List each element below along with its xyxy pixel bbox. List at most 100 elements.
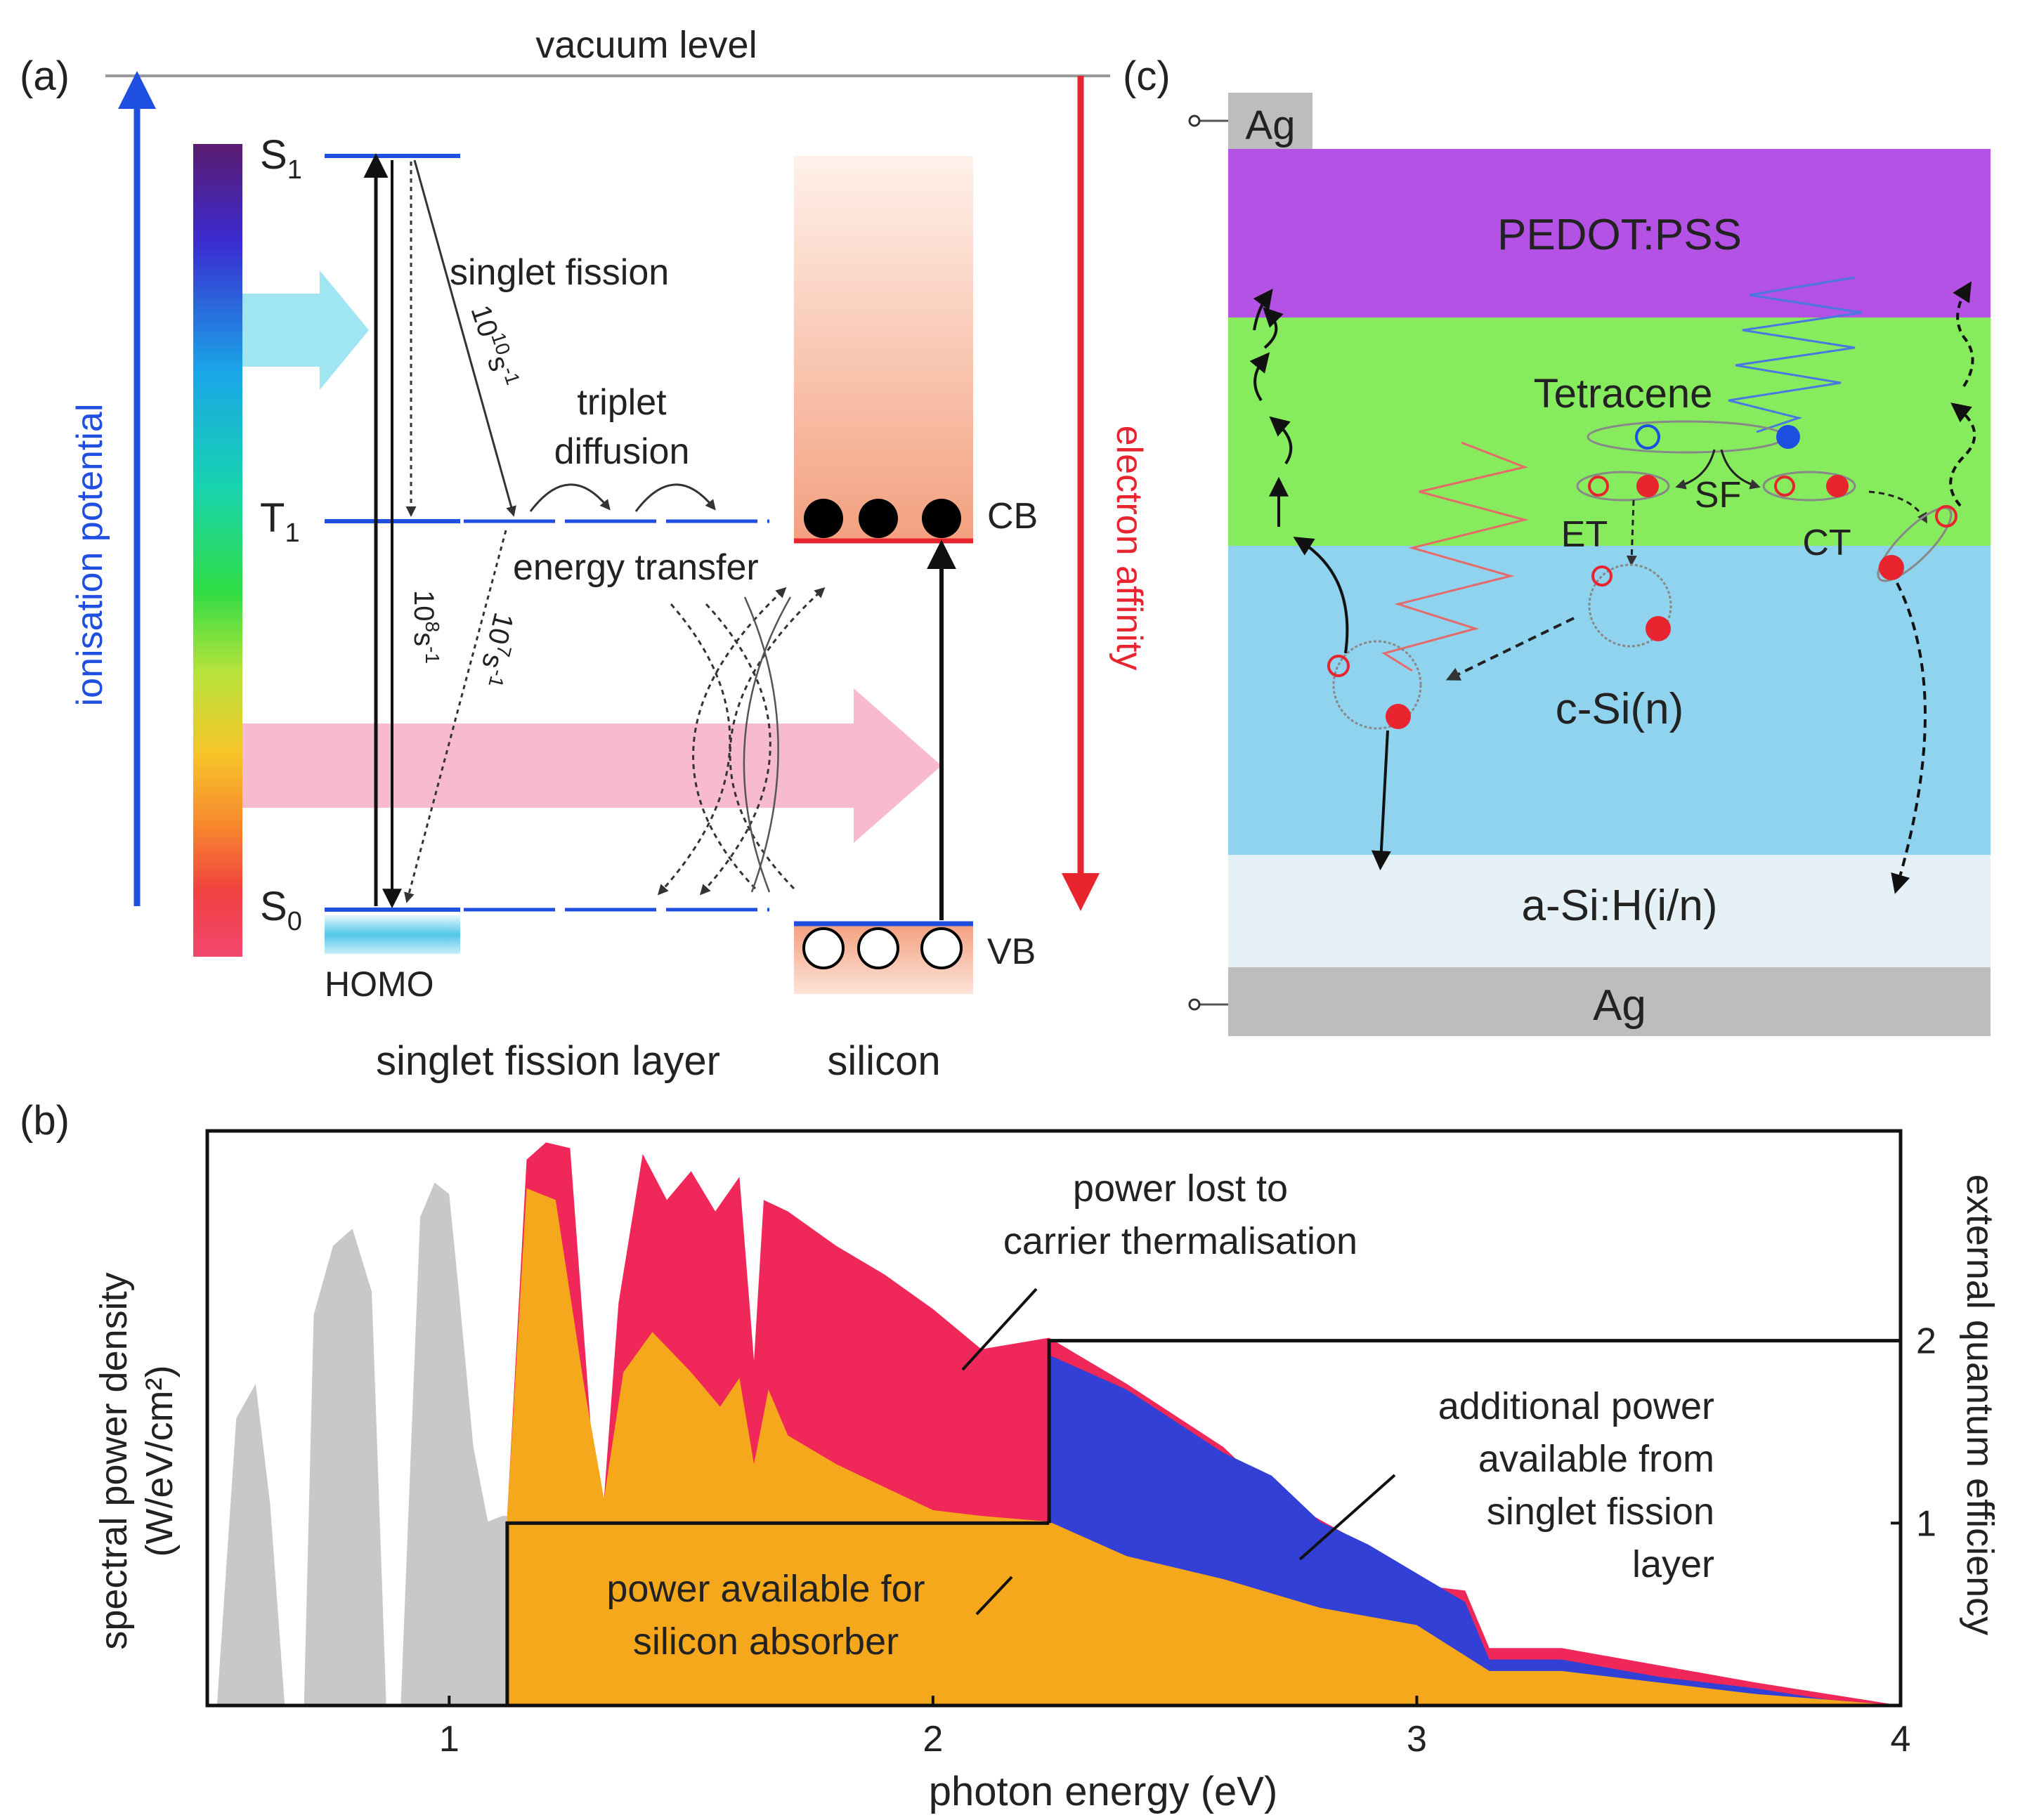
- y-right-tick-label: 2: [1916, 1321, 1936, 1362]
- energy-transfer-arc-5: [743, 596, 779, 893]
- et-hole: [1591, 565, 1613, 587]
- silicon-electron: [1386, 704, 1411, 729]
- panel-b: (b) spectral power density (W/eV/cm²) ex…: [20, 1098, 2001, 1814]
- hole-transport-arrow: [1249, 352, 1270, 402]
- homo-label: HOMO: [325, 964, 434, 1004]
- et-label: ET: [1561, 514, 1608, 555]
- energy-transfer-arc-3: [692, 587, 787, 890]
- y-right-tick-label: 1: [1916, 1503, 1936, 1544]
- ct-label: CT: [1802, 523, 1851, 563]
- vacuum-level-label: vacuum level: [535, 24, 757, 66]
- annotation-thermalisation-leader: [961, 1288, 1038, 1371]
- cb-electron: [804, 499, 843, 538]
- ct-pair: [1877, 506, 1953, 582]
- y-axis-right-label: external quantum efficiency: [1959, 1174, 2001, 1635]
- annotation-silicon-line1: power available for: [606, 1568, 925, 1610]
- ionisation-potential-label: ionisation potential: [70, 404, 110, 707]
- ag-top-label: Ag: [1246, 103, 1296, 148]
- vb-hole: [920, 927, 963, 969]
- ct-hole: [1935, 505, 1957, 528]
- ag-bottom-label: Ag: [1593, 981, 1646, 1030]
- et-exciton: [1588, 563, 1672, 648]
- silicon-absorber-area: [507, 1188, 1901, 1706]
- energy-transfer-arc-2: [699, 603, 771, 896]
- electron-transport-arrow: [1371, 730, 1391, 871]
- vb-hole: [802, 927, 845, 969]
- energy-transfer-arc-6: [743, 596, 792, 893]
- triplet-electron: [1826, 475, 1849, 497]
- panel-c-label: (c): [1123, 53, 1171, 99]
- homo-band: [325, 915, 460, 954]
- ct-electron: [1879, 555, 1904, 580]
- tetracene-layer: [1228, 317, 1991, 546]
- ct-hole-transport-arrow: [1949, 402, 1976, 507]
- sf-split-arrow-left: [1675, 449, 1716, 490]
- silicon-exciton: [1332, 640, 1422, 730]
- vb-hole: [857, 927, 899, 969]
- annotation-additional-line1: additional power: [1438, 1385, 1714, 1427]
- energy-transfer-label: energy transfer: [513, 547, 759, 588]
- y-axis-left-label-line1: spectral power density: [93, 1272, 135, 1649]
- vb-label: VB: [987, 931, 1036, 972]
- solar-spectrum-bar: [193, 144, 242, 957]
- cb-electron: [922, 499, 961, 538]
- rate-t1-label: 107s-1: [471, 610, 523, 690]
- panel-b-label: (b): [20, 1098, 70, 1144]
- s0-label: S0: [260, 884, 302, 936]
- et-electron: [1646, 616, 1671, 641]
- hole-transport-arrow: [1253, 289, 1273, 331]
- exciton-hole: [1635, 424, 1660, 450]
- rate-sf-label: 1010s-1: [464, 300, 524, 391]
- silicon-label: silicon: [827, 1038, 940, 1084]
- red-photon-wiggle: [1381, 441, 1529, 672]
- diffusion-label: diffusion: [554, 431, 690, 472]
- x-tick-label: 4: [1891, 1719, 1911, 1760]
- high-energy-photon-arrow: [242, 270, 369, 390]
- pedot-layer: [1228, 149, 1991, 317]
- annotation-silicon-leader: [975, 1576, 1013, 1616]
- asih-layer: [1228, 855, 1991, 967]
- triplet-hop-arrow-2: [634, 483, 716, 512]
- panel-a: (a) vacuum level ionisation potential el…: [20, 24, 1149, 1084]
- triplet-hole: [1588, 476, 1609, 497]
- plot-frame: [205, 1129, 1903, 1708]
- low-energy-photon-arrow: [242, 688, 942, 843]
- annotation-thermalisation-line2: carrier thermalisation: [1003, 1220, 1357, 1262]
- annotation-additional-leader: [1298, 1474, 1396, 1561]
- ag-top-terminal: [1188, 114, 1201, 127]
- ag-bottom-terminal: [1188, 998, 1201, 1011]
- cb-label: CB: [987, 496, 1038, 537]
- annotation-silicon-line2: silicon absorber: [633, 1621, 899, 1663]
- sf-split-arrow-right: [1720, 449, 1761, 490]
- et-transfer-arrow: [1445, 617, 1575, 681]
- triplet-hole: [1774, 476, 1795, 497]
- annotation-thermalisation-line1: power lost to: [1073, 1167, 1288, 1210]
- singlet-fission-layer-label: singlet fission layer: [376, 1038, 720, 1084]
- triplet-electron: [1636, 475, 1659, 497]
- plot-area: 1 2 3 4 1 2: [205, 1129, 1936, 1760]
- triplet-hop-arrow-1: [529, 483, 611, 512]
- hole-transport-arrow: [1269, 416, 1293, 465]
- annotation-additional-line3: singlet fission: [1487, 1491, 1714, 1533]
- panel-a-label: (a): [20, 53, 70, 99]
- hole-transport-arrow: [1293, 537, 1349, 654]
- below-bandgap-area: [216, 1182, 507, 1706]
- triplet-exciton-left: [1576, 471, 1670, 502]
- eqe-silicon-line: [505, 1521, 1050, 1706]
- singlet-fission-label: singlet fission: [450, 252, 669, 293]
- pedot-label: PEDOT:PSS: [1497, 211, 1742, 259]
- silicon-hole: [1327, 655, 1350, 677]
- singlet-fission-arrow: [413, 159, 516, 517]
- ag-top-contact: [1228, 93, 1312, 149]
- rate-s1-label: 108s-1: [408, 590, 443, 664]
- y-axis-left-label-line2: (W/eV/cm²): [138, 1366, 181, 1557]
- blue-photon-wiggle: [1728, 276, 1863, 433]
- ct-electron-transport-arrow: [1891, 582, 1927, 894]
- annotation-additional-line2: available from: [1478, 1438, 1714, 1480]
- ag-bottom-contact: [1228, 967, 1991, 1036]
- csi-label: c-Si(n): [1556, 685, 1684, 733]
- x-axis-label: photon energy (eV): [929, 1769, 1278, 1814]
- electron-affinity-label: electron affinity: [1109, 426, 1149, 671]
- x-tick-label: 2: [923, 1719, 943, 1760]
- cb-electron: [859, 499, 898, 538]
